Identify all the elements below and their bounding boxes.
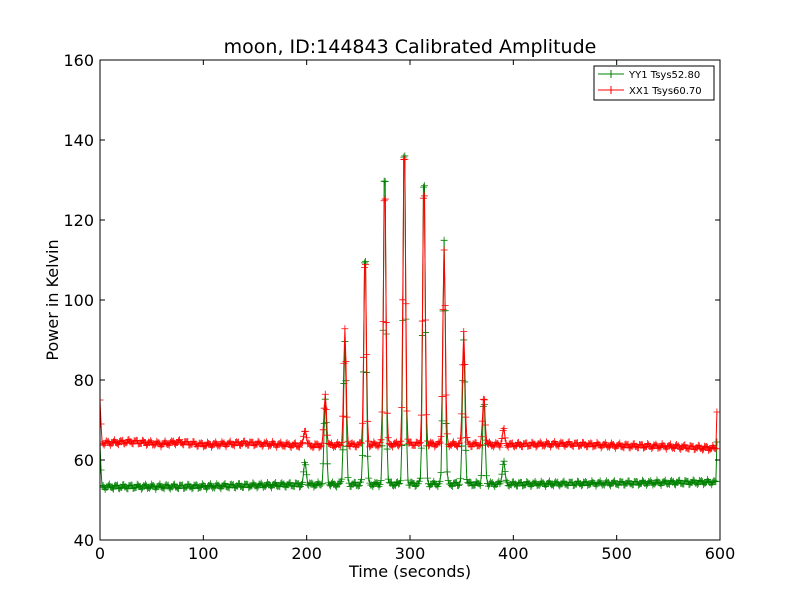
y-tick-label: 120 <box>63 211 94 230</box>
y-tick-label: 160 <box>63 51 94 70</box>
y-tick-label: 140 <box>63 131 94 150</box>
series-layer <box>100 152 720 493</box>
series-markers <box>100 155 720 454</box>
legend-frame <box>593 65 715 101</box>
legend-label-yy1: YY1 Tsys52.80 <box>628 70 700 81</box>
x-tick-label: 100 <box>188 544 219 563</box>
x-tick-label: 300 <box>395 544 426 563</box>
legend: YY1 Tsys52.80 XX1 Tsys60.70 <box>593 65 715 101</box>
x-tick-label: 400 <box>498 544 529 563</box>
y-tick-label: 60 <box>74 451 94 470</box>
x-tick-label: 600 <box>705 544 736 563</box>
y-tick-label: 100 <box>63 291 94 310</box>
legend-label-xx1: XX1 Tsys60.70 <box>629 86 702 97</box>
x-axis-title: Time (seconds) <box>348 562 471 581</box>
series-xx1 <box>100 155 720 454</box>
ticks-layer: 0 100 200 300 400 500 600 40 60 80 100 120 140 160 <box>63 51 735 563</box>
legend-marker-yy1 <box>607 70 615 78</box>
y-tick-label: 40 <box>74 531 94 550</box>
y-axis-title: Power in Kelvin <box>43 239 62 360</box>
legend-marker-xx1 <box>607 86 615 94</box>
x-tick-label: 0 <box>95 544 105 563</box>
series-line <box>100 154 718 491</box>
chart-title: moon, ID:144843 Calibrated Amplitude <box>224 36 597 58</box>
x-tick-label: 200 <box>291 544 322 563</box>
x-tick-label: 500 <box>601 544 632 563</box>
y-tick-label: 80 <box>74 371 94 390</box>
